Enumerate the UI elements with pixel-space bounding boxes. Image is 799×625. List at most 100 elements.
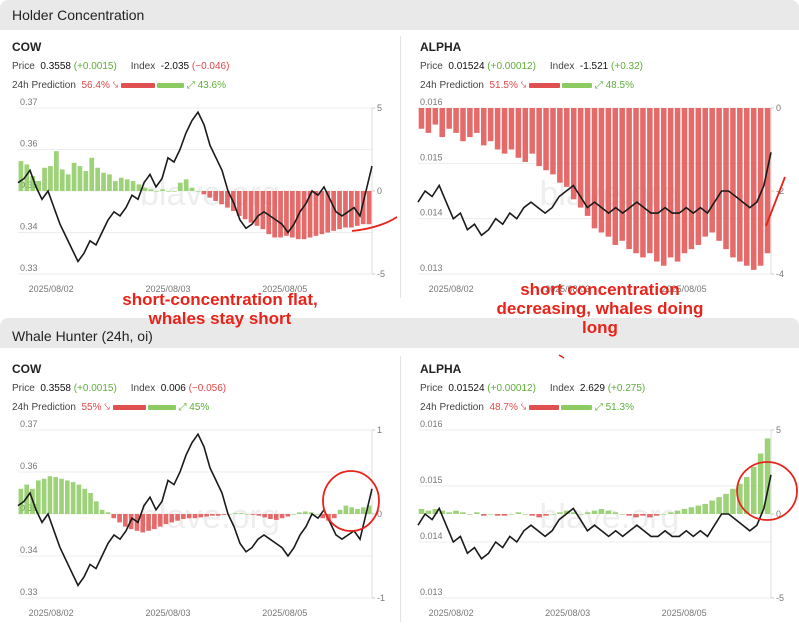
concentration-bar	[543, 108, 549, 171]
right-tick-label: 1	[377, 425, 382, 435]
concentration-bar	[107, 174, 112, 191]
concentration-bar	[65, 174, 71, 191]
concentration-bar	[612, 108, 619, 245]
concentration-bar	[152, 514, 157, 530]
concentration-bar	[289, 191, 295, 238]
x-tick-label: 2025/08/05	[662, 608, 707, 618]
concentration-bar	[667, 512, 674, 514]
prediction-label: 24h Prediction	[420, 402, 484, 413]
concentration-bar	[688, 507, 695, 514]
concentration-bar	[716, 497, 722, 514]
index-label: Index	[130, 383, 156, 394]
concentration-bar	[166, 191, 171, 192]
concentration-bar	[744, 477, 750, 514]
concentration-bar	[140, 514, 146, 533]
concentration-bar	[750, 466, 757, 514]
concentration-bar	[757, 108, 764, 266]
concentration-bar	[99, 509, 105, 514]
concentration-bar	[105, 512, 111, 514]
concentration-bar	[633, 108, 639, 254]
coin-name: ALPHA	[420, 362, 462, 376]
concentration-bar	[480, 108, 487, 146]
concentration-bar	[709, 500, 715, 514]
concentration-bar	[30, 176, 36, 191]
right-tick-label: -2	[776, 186, 784, 196]
concentration-bar	[467, 514, 473, 515]
annotation-line: short-concentration flat,	[122, 290, 318, 309]
concentration-bar	[612, 512, 619, 514]
x-tick-label: 2025/08/02	[429, 608, 474, 618]
concentration-bar	[536, 514, 542, 518]
prediction-up: 48.5%	[605, 80, 634, 91]
concentration-bar	[175, 514, 180, 521]
right-tick-label: -5	[377, 269, 385, 279]
prediction-row: 24h Prediction 56.4% ⤥ ⤢ 43.6%	[12, 80, 226, 91]
concentration-bar	[117, 514, 122, 523]
concentration-bar	[744, 108, 750, 266]
concentration-bar	[674, 510, 681, 514]
concentration-bar	[83, 171, 89, 191]
concentration-bar	[757, 453, 764, 514]
concentration-bar	[550, 108, 556, 175]
concentration-bar	[730, 108, 736, 258]
concentration-bar	[244, 514, 250, 515]
price-change: (+0.00012)	[487, 383, 536, 394]
price-label: Price	[12, 61, 35, 72]
concentration-bar	[254, 191, 260, 226]
concentration-bar	[130, 181, 136, 191]
concentration-bar	[71, 162, 77, 191]
concentration-bar	[256, 514, 262, 516]
concentration-bar	[647, 108, 653, 254]
price-label: Price	[12, 383, 35, 394]
concentration-bar	[262, 514, 267, 518]
concentration-bar	[467, 108, 473, 138]
concentration-bar	[77, 166, 83, 191]
concentration-bar	[591, 108, 598, 229]
prediction-down-bar	[121, 82, 156, 88]
concentration-bar	[723, 108, 729, 250]
y-tick-label: 0.36	[20, 461, 38, 471]
annotation-note-2: short concentration decreasing, whales d…	[470, 280, 730, 337]
trend-down-icon: ⤥	[520, 80, 527, 91]
concentration-bar	[487, 108, 494, 142]
concentration-bar	[654, 108, 660, 262]
concentration-bar	[24, 164, 30, 191]
concentration-bar	[366, 191, 372, 225]
concentration-bar	[570, 108, 577, 200]
index-value: -1.521	[579, 61, 609, 72]
concentration-bar	[605, 510, 612, 514]
y-tick-label: 0.013	[420, 263, 443, 273]
right-tick-label: 0	[776, 509, 781, 519]
chart-holder-alpha: 0.0160.0150.0140.0130-2-4blave.org2025/0…	[417, 98, 784, 294]
concentration-bar	[619, 514, 625, 515]
concentration-bar	[301, 191, 307, 240]
concentration-bar	[142, 187, 148, 191]
concentration-bar	[160, 189, 165, 191]
section-title: Holder Concentration	[12, 7, 145, 23]
concentration-bar	[41, 478, 47, 514]
concentration-bar	[101, 172, 106, 191]
concentration-bar	[737, 108, 743, 262]
index-value: 0.006	[160, 383, 186, 394]
concentration-bar	[210, 514, 215, 516]
concentration-bar	[508, 108, 515, 150]
concentration-bar	[250, 514, 256, 515]
concentration-bar	[543, 514, 549, 516]
concentration-bar	[24, 484, 30, 514]
y-tick-label: 0.37	[20, 98, 38, 107]
concentration-bar	[233, 513, 238, 514]
concentration-bar	[626, 108, 632, 250]
prediction-label: 24h Prediction	[12, 80, 76, 91]
concentration-bar	[177, 182, 183, 191]
prediction-label: 24h Prediction	[420, 80, 484, 91]
x-tick-label: 2025/08/02	[29, 608, 74, 618]
index-label: Index	[549, 383, 575, 394]
concentration-bar	[201, 191, 207, 195]
trend-down-icon: ⤥	[104, 402, 110, 413]
price-change: (+0.0015)	[73, 383, 117, 394]
right-tick-label: 0	[377, 186, 382, 196]
concentration-bar	[192, 514, 198, 519]
concentration-bar	[35, 480, 41, 514]
concentration-bar	[695, 505, 702, 514]
index-label: Index	[130, 61, 156, 72]
